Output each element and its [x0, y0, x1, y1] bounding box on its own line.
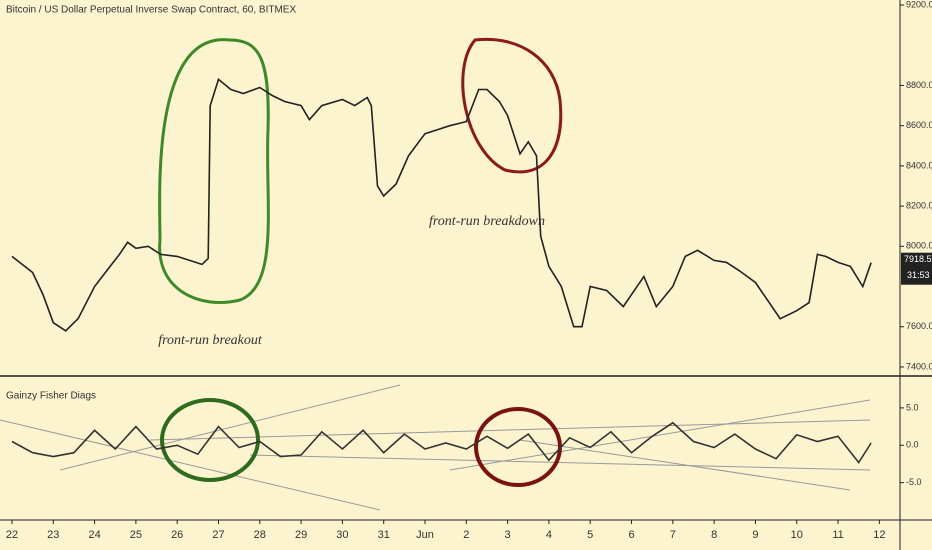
x-tick-label: 22: [6, 529, 18, 541]
diagonal: [449, 399, 871, 471]
y-tick-label: 8000.0: [906, 241, 932, 251]
x-tick-label: 8: [711, 529, 717, 541]
x-tick-label: 26: [171, 529, 183, 541]
x-tick-label: 31: [378, 529, 390, 541]
price-line: [11, 421, 872, 464]
indicator-title: Gainzy Fisher Diags: [6, 391, 96, 402]
y-tick-label: 0.0: [906, 440, 919, 450]
x-tick-label: Jun: [416, 529, 434, 541]
x-tick-label: 10: [791, 529, 803, 541]
x-tick-label: 4: [546, 529, 552, 541]
y-tick-label: 7400.0: [906, 361, 932, 371]
last-price-label: 7918.5: [904, 254, 932, 264]
x-tick-label: 24: [88, 529, 100, 541]
x-tick-label: 12: [873, 529, 885, 541]
x-tick-label: 7: [670, 529, 676, 541]
diagonal: [149, 419, 871, 441]
y-tick-label: 7600.0: [906, 321, 932, 331]
x-tick-label: 23: [47, 529, 59, 541]
annotation: front-run breakdown: [429, 214, 545, 229]
x-tick-label: 3: [505, 529, 511, 541]
x-tick-label: 30: [336, 529, 348, 541]
x-tick-label: 28: [254, 529, 266, 541]
x-tick-label: 27: [212, 529, 224, 541]
y-tick-label: 8200.0: [906, 200, 932, 210]
diagonal: [249, 454, 871, 471]
diagonal: [0, 419, 381, 511]
chart-title: Bitcoin / US Dollar Perpetual Inverse Sw…: [6, 5, 296, 16]
last-price-box: [901, 252, 932, 285]
breakdown-circle: [461, 37, 563, 174]
y-tick-label: 8400.0: [906, 160, 932, 170]
y-tick-label: -5.0: [906, 477, 922, 487]
diagonal-lines: [0, 384, 871, 511]
y-tick-label: 8800.0: [906, 80, 932, 90]
x-tick-label: 6: [628, 529, 634, 541]
breakout-circle: [158, 38, 270, 304]
y-tick-label: 9200.0: [906, 0, 932, 9]
osc-breakout-circle: [160, 398, 260, 482]
diagonal: [59, 384, 401, 471]
x-tick-label: 9: [752, 529, 758, 541]
x-tick-label: 5: [587, 529, 593, 541]
y-tick-label: 5.0: [906, 402, 919, 412]
x-tick-label: 11: [832, 529, 843, 541]
y-tick-label: 8600.0: [906, 120, 932, 130]
x-tick-label: 2: [463, 529, 469, 541]
countdown-label: 31:53: [907, 270, 930, 280]
x-tick-label: 25: [130, 529, 142, 541]
diagonal: [519, 439, 851, 491]
osc-breakdown-circle: [474, 407, 562, 487]
price-line: [11, 78, 872, 332]
annotation: front-run breakout: [158, 333, 263, 348]
x-tick-label: 29: [295, 529, 307, 541]
